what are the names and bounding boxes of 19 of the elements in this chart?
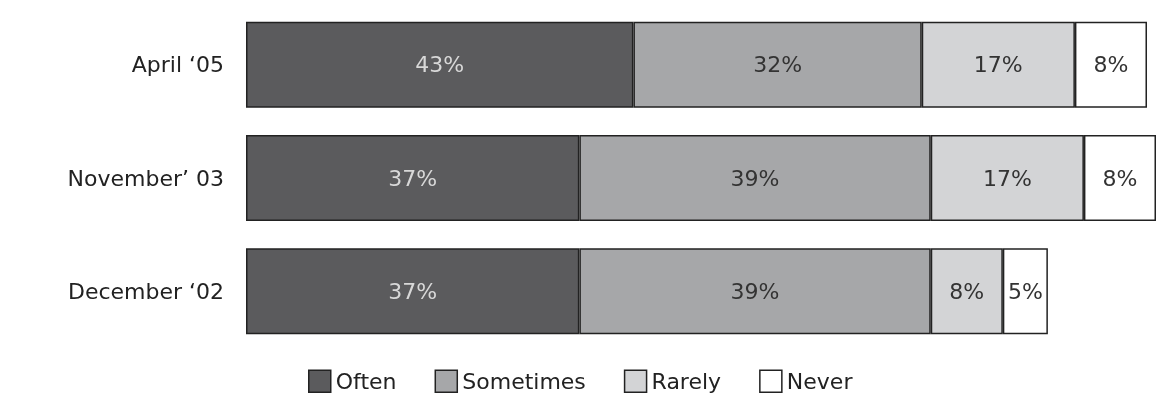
data-label: 17% [982, 165, 1032, 191]
data-label: 37% [388, 278, 438, 304]
legend-label: Rarely [651, 368, 722, 394]
data-label: 39% [730, 278, 780, 304]
y-tick-label: November’ 03 [67, 165, 224, 191]
data-label: 17% [973, 52, 1023, 78]
y-tick-label: December ‘02 [67, 278, 224, 304]
data-label: 39% [730, 165, 780, 191]
data-label: 43% [415, 52, 465, 78]
data-label: 8% [1093, 52, 1129, 78]
legend-label: Never [786, 368, 854, 394]
data-label: 5% [1007, 278, 1043, 304]
data-label: 37% [388, 165, 438, 191]
data-label: 8% [1102, 165, 1138, 191]
data-label: 8% [949, 278, 985, 304]
legend-label: Sometimes [462, 368, 586, 394]
legend-label: Often [335, 368, 397, 394]
y-tick-label: April ‘05 [131, 52, 224, 78]
data-label: 32% [753, 52, 803, 78]
